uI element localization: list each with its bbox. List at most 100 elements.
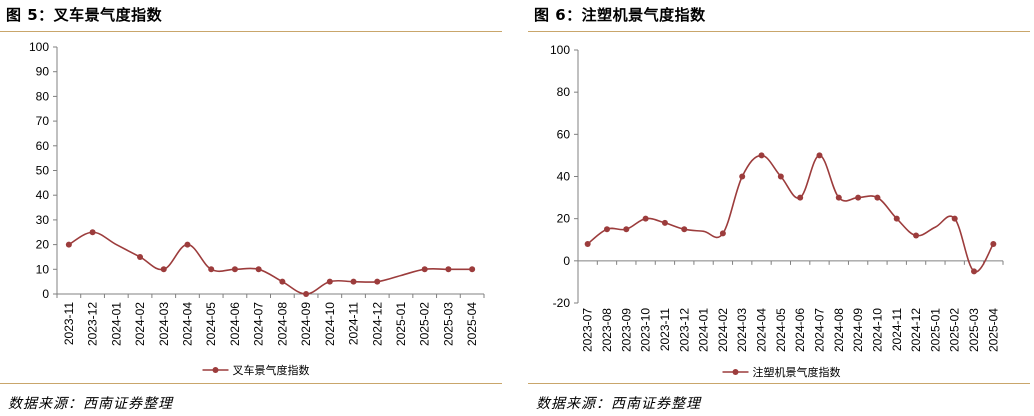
forklift-index-chart: 0 10 20 30 40 50 60 70 80 90 100 2023-11 2023-12 2024… — [29, 40, 485, 377]
injection-molding-index-chart: -20 0 20 40 60 80 100 2023-07 2023-08 2023-09 2023… — [550, 43, 1004, 379]
x-tick-label: 2024-04 — [180, 302, 194, 346]
x-tick-label: 2025-03 — [441, 302, 455, 346]
y-tick-label: 100 — [550, 43, 570, 57]
source-rule — [0, 383, 502, 384]
x-tick-label: 2023-07 — [581, 308, 595, 352]
x-tick-label: 2025-01 — [394, 302, 408, 346]
series-line — [68, 231, 473, 295]
figure-6-panel: 图 6：注塑机景气度指数 -20 0 20 40 60 80 100 2023-07 2023-… — [528, 0, 1030, 416]
legend-marker — [212, 367, 219, 373]
data-point — [893, 215, 900, 222]
x-tick-label: 2023-11 — [658, 308, 672, 351]
figure-title: 图 5：叉车景气度指数 — [6, 6, 163, 24]
data-point — [350, 278, 357, 285]
series-line — [587, 154, 995, 273]
x-tick-label: 2024-09 — [299, 302, 313, 346]
x-tick-label: 2025-01 — [928, 308, 942, 352]
x-tick-label: 2024-06 — [793, 308, 807, 352]
data-point — [990, 240, 997, 247]
data-point — [739, 173, 746, 180]
data-point — [642, 215, 649, 222]
x-tick-label: 2024-02 — [133, 302, 147, 346]
data-point — [160, 266, 167, 273]
x-tick-label: 2023-09 — [619, 308, 633, 352]
title-rule — [528, 31, 1030, 32]
source-rule — [528, 383, 1030, 384]
data-point — [421, 266, 428, 273]
x-tick-label: 2024-05 — [204, 302, 218, 346]
data-point — [374, 278, 381, 285]
data-point — [719, 230, 726, 237]
x-tick-label: 2023-08 — [600, 308, 614, 352]
y-tick-label: 60 — [36, 139, 50, 153]
title-rule — [0, 31, 502, 32]
data-point — [681, 226, 688, 233]
x-tick-label: 2024-12 — [370, 302, 384, 346]
data-point — [797, 194, 804, 201]
x-tick-label: 2025-04 — [465, 302, 479, 346]
x-tick-label: 2024-01 — [697, 308, 711, 352]
x-tick-label: 2023-12 — [86, 302, 100, 346]
y-tick-label: 30 — [36, 213, 50, 227]
x-tick-label: 2024-08 — [275, 302, 289, 346]
y-tick-label: 0 — [42, 287, 49, 301]
data-point — [65, 241, 72, 248]
x-tick-label: 2024-08 — [832, 308, 846, 352]
y-tick-label: 0 — [563, 254, 570, 268]
data-point — [623, 226, 630, 233]
x-tick-label: 2024-01 — [109, 302, 123, 346]
y-tick-label: 50 — [36, 164, 50, 178]
y-tick-label: 60 — [557, 127, 571, 141]
y-tick-label: 90 — [36, 65, 50, 79]
y-tick-label: 70 — [36, 114, 50, 128]
data-point — [255, 266, 262, 273]
x-tick-label: 2024-03 — [157, 302, 171, 346]
x-tick-label: 2025-02 — [948, 308, 962, 352]
legend: 叉车景气度指数 — [202, 363, 310, 377]
data-point — [279, 278, 286, 285]
data-point — [326, 278, 333, 285]
y-tick-label: 80 — [557, 85, 571, 99]
x-tick-label: 2024-07 — [252, 302, 266, 346]
data-point — [874, 194, 881, 201]
data-point — [445, 266, 452, 273]
data-point — [855, 194, 862, 201]
data-point — [303, 291, 310, 297]
x-tick-label: 2024-10 — [323, 302, 337, 346]
legend-label: 叉车景气度指数 — [233, 363, 310, 377]
legend: 注塑机景气度指数 — [722, 365, 841, 379]
x-tick-label: 2024-03 — [735, 308, 749, 352]
y-tick-label: 40 — [557, 170, 571, 184]
x-tick-label: 2024-05 — [774, 308, 788, 352]
x-tick-label: 2024-02 — [716, 308, 730, 352]
x-tick-label: 2024-07 — [812, 308, 826, 352]
x-tick-label: 2023-12 — [677, 308, 691, 352]
data-point — [835, 194, 842, 201]
data-point — [231, 266, 238, 273]
data-point — [208, 266, 215, 273]
data-point — [89, 229, 96, 236]
data-point — [661, 219, 668, 226]
data-point — [951, 215, 958, 222]
figure-5-panel: 图 5：叉车景气度指数 0 10 20 30 40 50 60 70 80 90 100 2023-1… — [0, 0, 502, 416]
data-point — [603, 226, 610, 233]
legend-label: 注塑机景气度指数 — [753, 365, 841, 379]
y-tick-label: 20 — [36, 238, 50, 252]
data-point — [184, 241, 191, 248]
x-tick-label: 2024-04 — [755, 308, 769, 352]
x-tick-label: 2024-10 — [870, 308, 884, 352]
x-tick-label: 2024-06 — [228, 302, 242, 346]
data-point — [137, 253, 144, 260]
x-tick-label: 2024-12 — [909, 308, 923, 352]
data-point — [758, 152, 765, 159]
figure-title: 图 6：注塑机景气度指数 — [534, 6, 706, 24]
data-point — [777, 173, 784, 180]
x-tick-label: 2023-11 — [62, 302, 76, 345]
y-tick-label: 100 — [29, 40, 49, 54]
data-point — [469, 266, 476, 273]
source-note: 数据来源：西南证券整理 — [536, 396, 701, 412]
x-tick-label: 2025-04 — [986, 308, 1000, 352]
y-tick-label: -20 — [553, 296, 571, 310]
y-tick-label: 80 — [36, 89, 50, 103]
data-point — [584, 240, 591, 247]
